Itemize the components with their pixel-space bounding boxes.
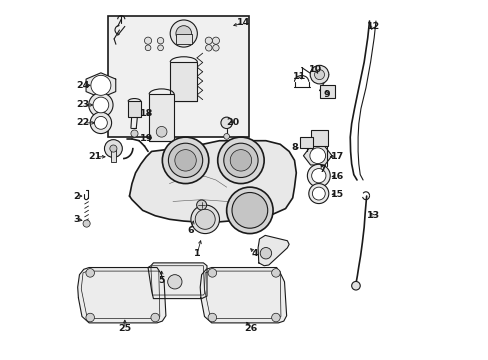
Circle shape [221,117,232,129]
Text: 22: 22 [76,118,89,127]
Bar [176,33,191,44]
Bar [299,137,313,148]
Polygon shape [78,267,165,323]
Text: 14: 14 [236,18,249,27]
Text: 12: 12 [366,22,379,31]
Circle shape [86,313,94,322]
Circle shape [94,116,107,129]
Polygon shape [200,267,286,323]
Polygon shape [129,141,296,222]
Circle shape [157,45,163,51]
Circle shape [156,126,166,137]
Text: 26: 26 [244,324,257,333]
Text: 11: 11 [293,72,306,81]
Text: 4: 4 [251,249,258,258]
Circle shape [86,269,94,277]
Text: 3: 3 [73,215,80,224]
Text: 19: 19 [140,134,153,143]
Text: 6: 6 [187,225,194,234]
Circle shape [88,93,113,117]
Circle shape [196,200,206,210]
Circle shape [151,313,159,322]
Circle shape [311,168,325,183]
Circle shape [271,313,280,322]
Circle shape [351,282,360,290]
Text: 2: 2 [73,192,80,201]
Circle shape [91,75,111,95]
Circle shape [93,97,108,113]
Bar [319,85,335,98]
Circle shape [83,220,90,227]
Bar [149,94,174,141]
Circle shape [207,269,216,277]
Circle shape [309,65,328,84]
Circle shape [104,140,122,157]
Circle shape [309,148,325,163]
Bar [108,16,248,137]
Text: 25: 25 [118,324,131,333]
Circle shape [314,69,324,80]
Circle shape [224,134,229,139]
Circle shape [205,37,212,44]
Text: 1: 1 [194,249,200,258]
Circle shape [212,45,219,51]
Text: 16: 16 [330,172,343,181]
Text: 17: 17 [330,152,343,161]
Circle shape [175,150,196,171]
Text: 13: 13 [366,211,379,220]
Circle shape [90,112,111,134]
Circle shape [157,37,163,44]
Bar [128,102,141,117]
Text: 23: 23 [76,100,89,109]
Circle shape [207,313,216,322]
Polygon shape [258,235,288,266]
Bar [310,130,328,146]
Bar [170,62,197,102]
Circle shape [162,137,208,184]
Circle shape [212,37,219,44]
Polygon shape [86,73,116,98]
Circle shape [144,37,151,44]
Text: 20: 20 [225,118,239,127]
Circle shape [271,269,280,277]
Circle shape [307,164,329,187]
Circle shape [195,209,215,229]
Polygon shape [148,263,206,298]
Text: 21: 21 [88,152,102,161]
Text: 8: 8 [290,143,297,152]
Circle shape [176,26,191,41]
Circle shape [224,143,258,177]
Circle shape [226,187,272,234]
Text: 9: 9 [323,90,329,99]
Circle shape [205,45,212,51]
Circle shape [131,130,138,137]
Circle shape [217,137,264,184]
Circle shape [308,184,328,203]
Circle shape [230,150,251,171]
Circle shape [167,275,182,289]
Circle shape [231,193,267,228]
Text: 5: 5 [158,275,164,284]
Bar [110,149,116,162]
Text: 15: 15 [330,190,343,199]
Circle shape [110,145,117,152]
Text: 24: 24 [76,81,89,90]
Text: 7: 7 [319,165,325,174]
Text: 18: 18 [139,109,153,118]
Text: 10: 10 [309,66,322,75]
Circle shape [168,143,203,177]
Circle shape [260,248,271,259]
Circle shape [190,205,219,234]
Circle shape [170,20,197,47]
Circle shape [312,187,325,200]
Circle shape [145,45,151,51]
Polygon shape [303,147,331,165]
